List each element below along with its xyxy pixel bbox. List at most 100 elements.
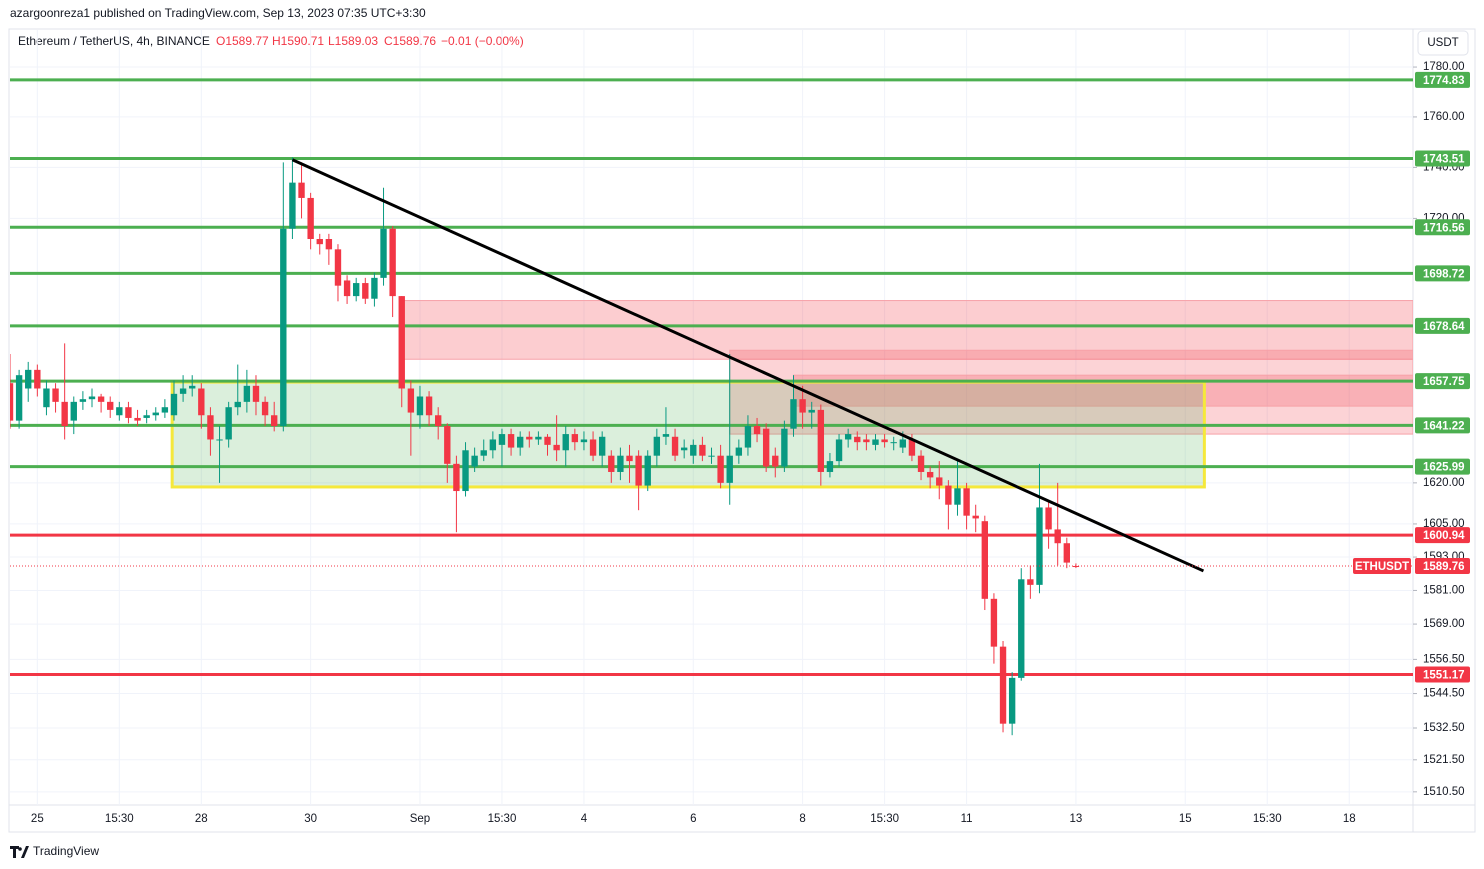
level-label-box bbox=[1415, 317, 1470, 334]
candle-body bbox=[371, 277, 378, 299]
candle-body bbox=[161, 407, 169, 413]
level-label: 1600.94 bbox=[1423, 530, 1465, 542]
y-tick-label: 1760.00 bbox=[1423, 111, 1465, 123]
candle-body bbox=[289, 182, 296, 229]
level-label: 1678.64 bbox=[1423, 321, 1465, 333]
x-tick-label: 15:30 bbox=[870, 813, 899, 825]
candle-body bbox=[981, 521, 989, 599]
y-tick-label: 1544.50 bbox=[1423, 688, 1465, 700]
level-label-box bbox=[1415, 71, 1470, 88]
level-label: 1551.17 bbox=[1423, 670, 1465, 682]
candle-body bbox=[735, 447, 743, 456]
symbol: Ethereum / TetherUS, 4h, BINANCE bbox=[18, 34, 210, 48]
candle-body bbox=[43, 388, 50, 408]
candle-body bbox=[307, 197, 314, 240]
candle-body bbox=[954, 488, 961, 505]
candle-body bbox=[899, 439, 907, 448]
candle-body bbox=[298, 182, 305, 198]
candle-body bbox=[936, 477, 943, 486]
candle-body bbox=[88, 396, 96, 400]
candle-body bbox=[489, 439, 497, 451]
last-price-name: ETHUSDT bbox=[1355, 561, 1409, 573]
candle-body bbox=[79, 399, 87, 402]
x-tick-label: 6 bbox=[690, 813, 696, 825]
candle-body bbox=[799, 399, 806, 413]
candle-body bbox=[407, 388, 415, 413]
candle-body bbox=[526, 436, 533, 440]
candle-body bbox=[571, 434, 579, 443]
candle-body bbox=[890, 442, 897, 444]
candle-body bbox=[598, 436, 606, 456]
level-label-box bbox=[1415, 265, 1470, 282]
y-tick-label: 1780.00 bbox=[1423, 61, 1465, 73]
candle-body bbox=[626, 455, 633, 462]
x-tick-label: 13 bbox=[1070, 813, 1083, 825]
candle-body bbox=[617, 455, 624, 472]
zone bbox=[401, 300, 1413, 360]
candle-body bbox=[61, 401, 68, 426]
x-tick-label: 18 bbox=[1343, 813, 1356, 825]
candle-body bbox=[772, 455, 779, 467]
candle-body bbox=[872, 439, 879, 445]
y-tick-label: 1569.00 bbox=[1423, 618, 1465, 630]
currency[interactable]: USDT bbox=[1427, 37, 1458, 49]
brand-logo bbox=[10, 846, 29, 858]
candle-body bbox=[15, 375, 23, 421]
candle-body bbox=[1008, 677, 1016, 724]
candle-body bbox=[744, 425, 752, 448]
candle-body bbox=[125, 407, 132, 418]
candle-body bbox=[462, 450, 469, 492]
candle-body bbox=[826, 461, 834, 472]
candle-body bbox=[699, 444, 706, 456]
candle-body bbox=[762, 428, 770, 467]
candle-body bbox=[963, 488, 970, 516]
candle-body bbox=[1045, 507, 1052, 530]
candle-body bbox=[917, 455, 925, 472]
y-tick-label: 1556.50 bbox=[1423, 653, 1465, 665]
level-label-box bbox=[1415, 666, 1470, 683]
candle-body bbox=[107, 401, 114, 410]
level-label-box bbox=[1415, 527, 1470, 544]
candle-body bbox=[325, 239, 333, 250]
candle-body bbox=[781, 428, 788, 467]
candle-body bbox=[398, 296, 405, 389]
trendline bbox=[291, 158, 1205, 573]
x-tick-label: 15:30 bbox=[1253, 813, 1282, 825]
candle-body bbox=[453, 463, 460, 492]
candle-body bbox=[334, 249, 342, 286]
zone bbox=[729, 349, 1413, 435]
level-label: 1625.99 bbox=[1423, 462, 1465, 474]
candle-body bbox=[635, 455, 642, 486]
y-tick-label: 1605.00 bbox=[1423, 518, 1465, 530]
candle-body bbox=[1036, 507, 1043, 585]
x-tick-label: 4 bbox=[581, 813, 588, 825]
candle-body bbox=[207, 415, 214, 440]
candle-body bbox=[535, 436, 542, 440]
plot-area bbox=[10, 30, 1413, 805]
candle-body bbox=[854, 436, 861, 443]
candle-body bbox=[544, 436, 551, 445]
candle-body bbox=[362, 283, 369, 299]
zone bbox=[170, 380, 1206, 489]
candle-body bbox=[999, 646, 1007, 724]
candle-body bbox=[34, 369, 41, 389]
level-label-box bbox=[1415, 373, 1470, 390]
candle-body bbox=[753, 425, 761, 435]
candle-body bbox=[881, 439, 888, 443]
y-tick-label: 1510.50 bbox=[1423, 786, 1465, 798]
candle-body bbox=[25, 369, 32, 389]
candle-body bbox=[1018, 579, 1025, 678]
candle-body bbox=[198, 388, 205, 416]
level-label: 1743.51 bbox=[1423, 154, 1465, 166]
candle-body bbox=[726, 455, 733, 483]
currency-button[interactable] bbox=[1417, 30, 1469, 56]
candle-body bbox=[1063, 543, 1070, 563]
y-tick-label: 1581.00 bbox=[1423, 584, 1465, 596]
candle-body bbox=[562, 434, 569, 451]
candle-body bbox=[471, 455, 478, 467]
level-label: 1698.72 bbox=[1423, 268, 1465, 280]
candle-body bbox=[908, 439, 916, 456]
candle-body bbox=[343, 280, 351, 297]
candle-body bbox=[507, 434, 515, 448]
